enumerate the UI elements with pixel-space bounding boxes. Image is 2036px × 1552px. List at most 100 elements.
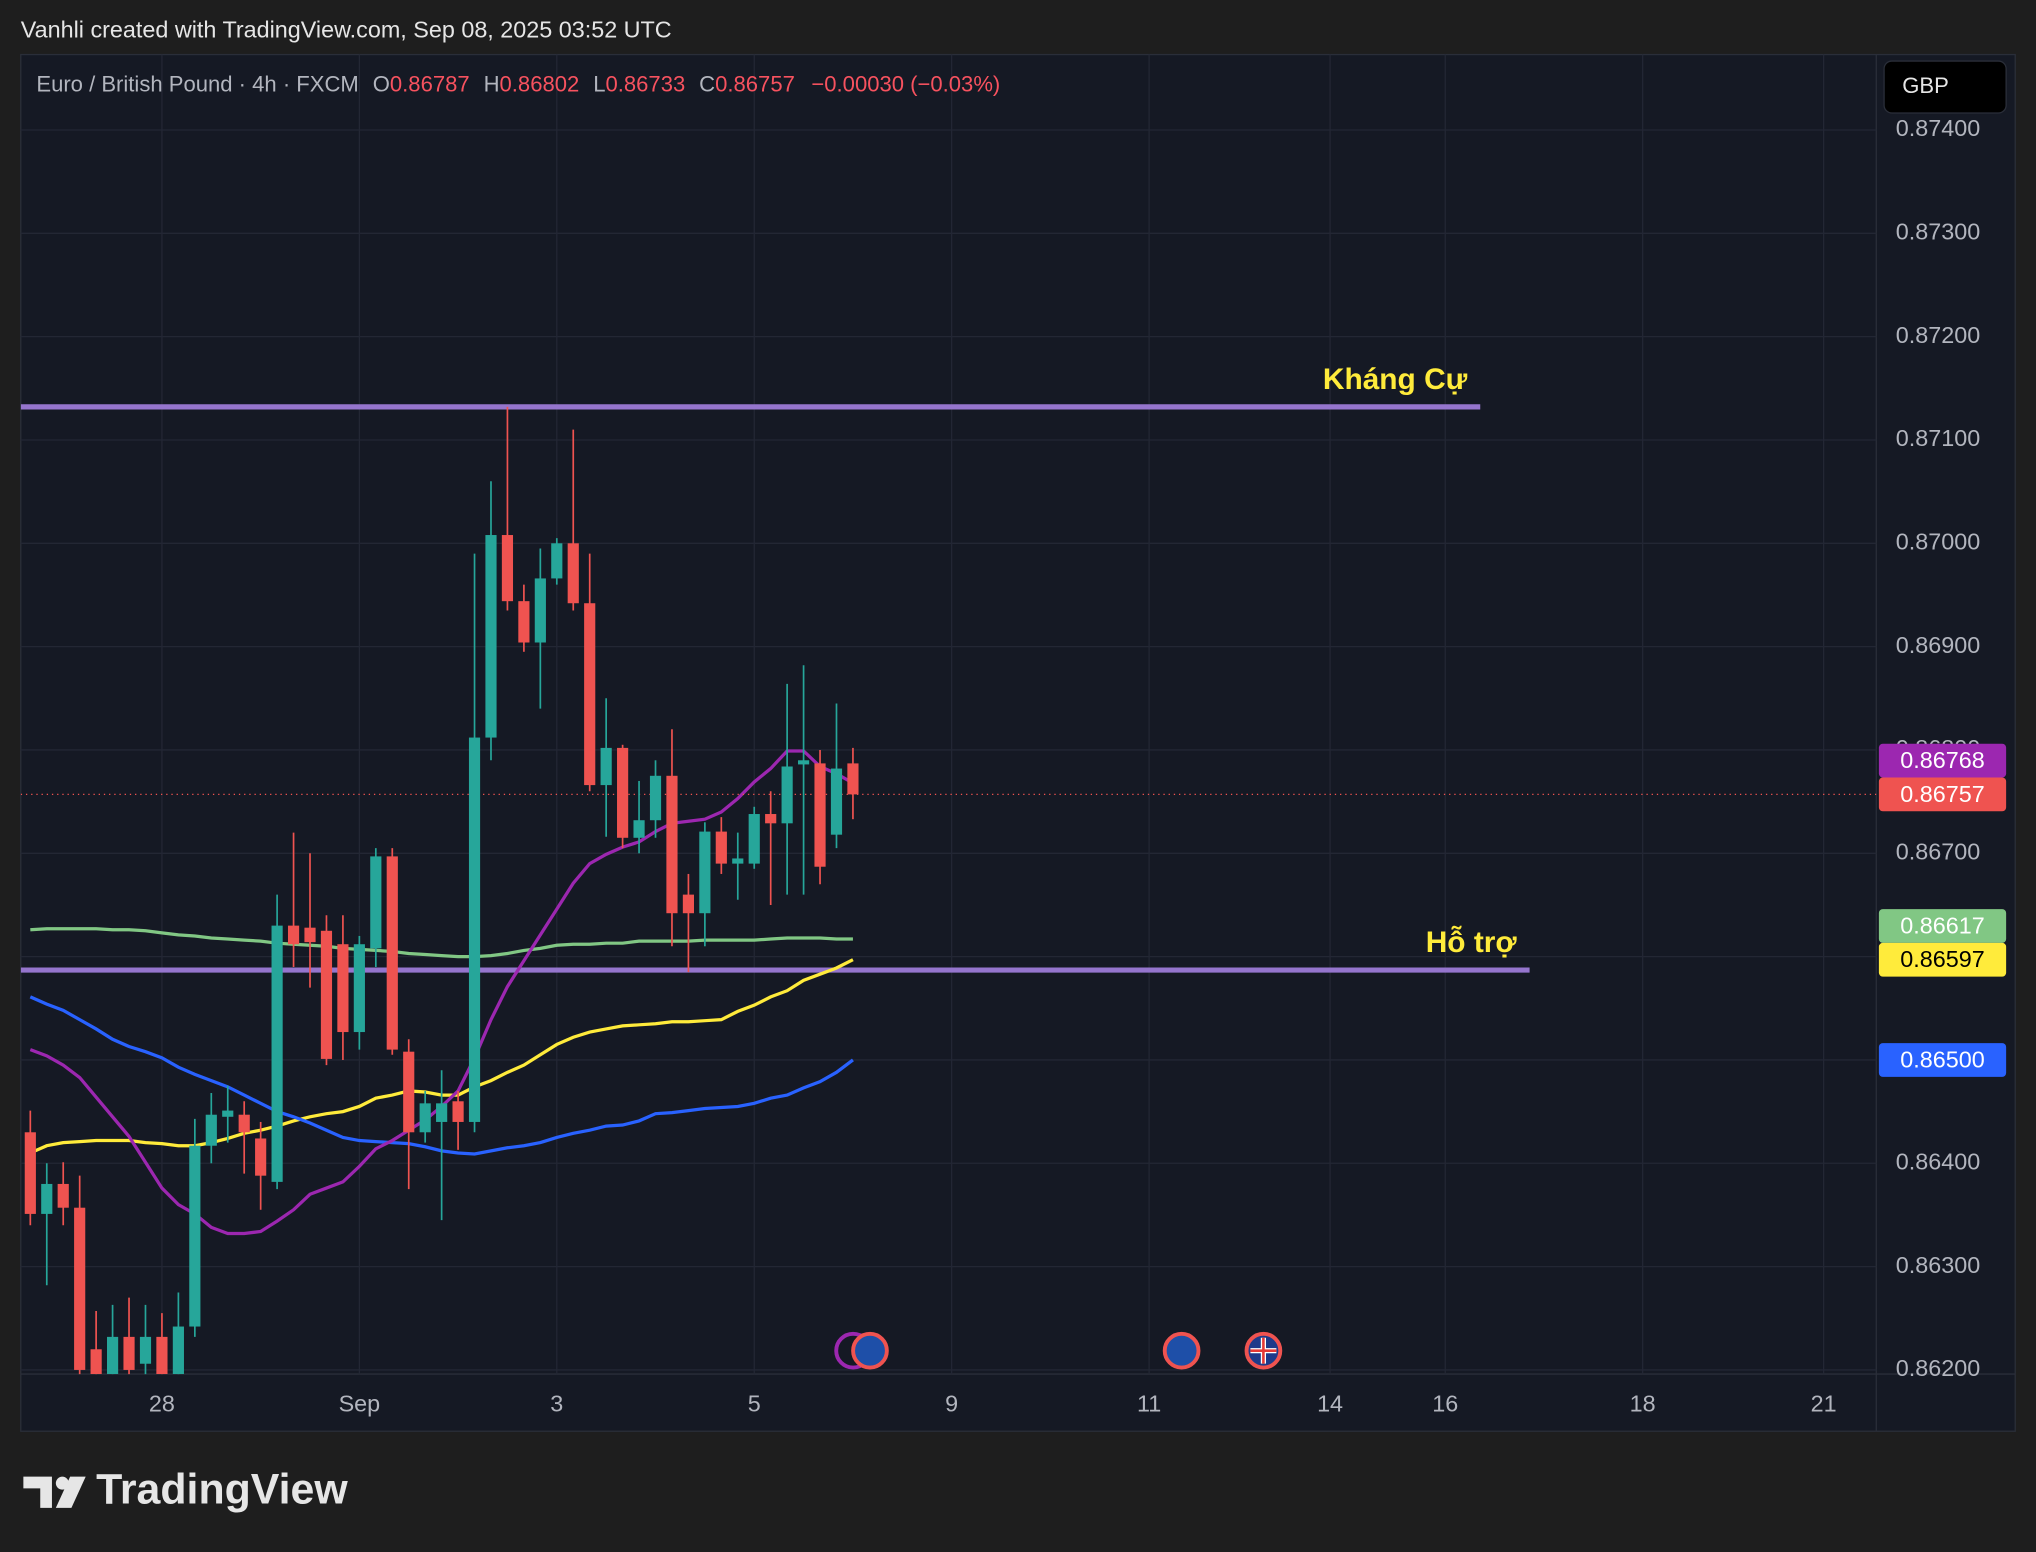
candle-body xyxy=(485,535,497,738)
symbol: Euro / British Pound · 4h · FXCM xyxy=(36,72,358,97)
level-label: Kháng Cự xyxy=(1323,363,1468,396)
candle-body xyxy=(633,820,645,838)
candle-body xyxy=(436,1103,448,1122)
open: 0.86787 xyxy=(390,72,470,97)
x-tick-label: 5 xyxy=(748,1390,761,1416)
candle-body xyxy=(699,831,711,914)
legend: Euro / British Pound · 4h · FXCM O0.8678… xyxy=(36,72,1000,97)
candle-body xyxy=(205,1114,217,1146)
y-tick-label: 0.86200 xyxy=(1896,1355,1980,1381)
candle-body xyxy=(337,944,349,1033)
y-tick-label: 0.86900 xyxy=(1896,632,1980,658)
logo-part xyxy=(23,1476,52,1508)
candle-body xyxy=(617,747,629,838)
candle-body xyxy=(649,775,662,821)
change: −0.00030 (−0.03%) xyxy=(811,72,1000,97)
candle-body xyxy=(304,927,316,943)
chart-panel xyxy=(20,53,2016,1432)
x-tick-label: 14 xyxy=(1317,1390,1343,1416)
candle-body xyxy=(106,1336,119,1375)
level-label: Hỗ trợ xyxy=(1426,925,1518,959)
candle-body xyxy=(781,766,793,824)
candle-body xyxy=(238,1114,250,1133)
y-tick-label: 0.87400 xyxy=(1896,115,1980,141)
candle-body xyxy=(765,814,777,824)
candle-body xyxy=(551,543,563,579)
axes: 0.87400 0.87300 0.87200 0.87100 0.87000 0.869… xyxy=(149,115,2007,1416)
watermark: Vanhli created with TradingView.com, Sep… xyxy=(21,16,672,42)
candle-body xyxy=(189,1145,201,1327)
brand: TradingView xyxy=(96,1466,348,1514)
logo-part xyxy=(55,1476,86,1508)
candle-body xyxy=(287,925,300,945)
candle-body xyxy=(452,1101,464,1122)
currency-button[interactable]: GBP xyxy=(1883,60,2007,114)
candle-body xyxy=(584,603,596,786)
price-label-box xyxy=(1878,743,2007,778)
candle-body xyxy=(830,768,843,835)
candle-body xyxy=(41,1183,53,1214)
candle-body xyxy=(666,775,678,914)
candle-body xyxy=(74,1207,86,1370)
o-key: O xyxy=(373,72,390,97)
candle-body xyxy=(255,1138,267,1176)
y-tick-label: 0.86400 xyxy=(1896,1148,1980,1174)
candle-body xyxy=(156,1336,168,1375)
candle-body xyxy=(24,1132,36,1214)
candle-body xyxy=(501,535,514,602)
price-label-box xyxy=(1878,777,2007,812)
candle-body xyxy=(715,831,727,864)
y-tick-label: 0.87300 xyxy=(1896,218,1980,244)
x-tick-label: 9 xyxy=(945,1390,958,1416)
candle-body xyxy=(534,578,546,643)
candle-body xyxy=(847,763,859,795)
candle-body xyxy=(600,747,612,786)
flag-cross xyxy=(1250,1337,1277,1364)
candle-body xyxy=(518,601,530,643)
event-icons[interactable] xyxy=(834,1331,1283,1370)
candle-body xyxy=(567,543,579,604)
x-tick-label: 21 xyxy=(1811,1390,1837,1416)
x-tick-label: Sep xyxy=(339,1390,381,1416)
event-icon[interactable] xyxy=(851,1331,889,1370)
price-label-box xyxy=(1878,909,2007,943)
candle-body xyxy=(419,1103,431,1133)
y-tick-label: 0.86300 xyxy=(1896,1252,1980,1278)
candle-body xyxy=(320,930,333,1059)
y-tick-label: 0.87100 xyxy=(1896,425,1980,451)
plot xyxy=(20,404,1877,1375)
price-label: 0.86500 xyxy=(1900,1046,1984,1072)
l-key: L xyxy=(593,72,605,97)
brand-logo: TradingView xyxy=(23,1466,348,1514)
x-tick-label: 3 xyxy=(550,1390,563,1416)
event-icon[interactable] xyxy=(1162,1331,1201,1370)
grid xyxy=(20,54,1877,1375)
candle-body xyxy=(403,1051,415,1133)
candle-body xyxy=(139,1336,152,1364)
y-tick-label: 0.87000 xyxy=(1896,528,1980,554)
candle-body xyxy=(353,944,365,1033)
price-label: 0.86597 xyxy=(1900,946,1984,972)
logo-part xyxy=(55,1476,69,1490)
candle-body xyxy=(748,814,760,864)
ma-line xyxy=(30,927,853,959)
x-tick-label: 11 xyxy=(1137,1390,1161,1416)
candle-body xyxy=(57,1183,69,1208)
price-label: 0.86768 xyxy=(1900,747,1984,773)
candle-body xyxy=(370,856,382,949)
price-label-box xyxy=(1878,942,2007,977)
currency-button-text[interactable]: GBP xyxy=(1902,73,1949,98)
candle-body xyxy=(90,1349,102,1375)
x-tick-label: 16 xyxy=(1432,1390,1458,1416)
h-key: H xyxy=(484,72,500,97)
candle-body xyxy=(271,925,283,1182)
close: 0.86757 xyxy=(715,72,795,97)
price-label: 0.86617 xyxy=(1900,912,1984,938)
candle-body xyxy=(123,1336,135,1370)
candle-body xyxy=(732,858,744,864)
price-label: 0.86757 xyxy=(1900,781,1984,807)
x-tick-label: 28 xyxy=(149,1390,175,1416)
currency-button-box[interactable] xyxy=(1883,60,2007,114)
y-tick-label: 0.86700 xyxy=(1896,838,1980,864)
